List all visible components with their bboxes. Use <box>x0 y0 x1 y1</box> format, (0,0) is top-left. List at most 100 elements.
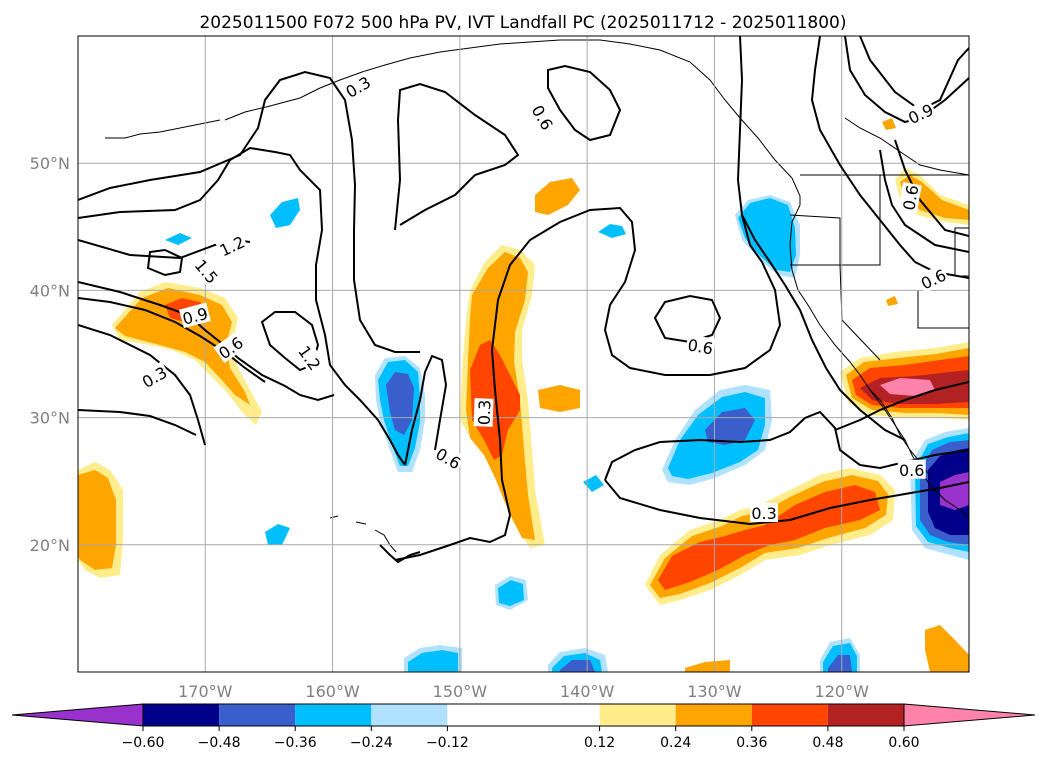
lon-tick-label: 130°W <box>687 682 742 701</box>
hawaii-islands <box>329 515 397 553</box>
colorbar-segment <box>599 704 676 726</box>
pv-contour-0.3-central <box>394 206 782 561</box>
contour-label-bg <box>750 503 779 522</box>
colorbar-tick-label: −0.60 <box>122 735 165 751</box>
pv-contour-0.3-subtropical <box>604 479 969 526</box>
colorbar-tick-label: 0.48 <box>812 735 843 751</box>
contour-label-bg <box>685 334 716 358</box>
contour-label-text: 0.6 <box>686 335 714 358</box>
contour-label-bg <box>903 98 938 128</box>
negative-anomaly-140w-south-core <box>560 660 595 672</box>
north-america-west-coast <box>789 204 969 519</box>
canada-inland <box>844 117 969 176</box>
pv-contour-0.6-north <box>547 64 622 142</box>
latitude-labels: 20°N 30°N 40°N 50°N <box>30 154 70 555</box>
lon-tick-label: 170°W <box>178 682 233 701</box>
colorbar-segment <box>675 704 752 726</box>
colorbar-segment <box>827 704 904 726</box>
contour-label-bg <box>473 398 494 427</box>
pv-contour-1.5 <box>146 248 184 277</box>
pv-contour-0.6-coast <box>736 36 906 441</box>
pv-contour-0.6-west <box>78 297 266 383</box>
positive-anomaly-west-coast-left-core <box>78 470 116 570</box>
lon-tick-label: 120°W <box>815 682 870 701</box>
lon-tick-label: 150°W <box>433 682 488 701</box>
contour-label-bg <box>294 340 326 375</box>
contour-label-bg <box>431 442 466 474</box>
positive-anomaly-south-b <box>685 660 730 672</box>
pv-contour-label: 0.3 <box>473 398 495 427</box>
map-panel: 0.30.6 0.90.60.61.21.50.90.60.31.20.60.30… <box>78 36 969 672</box>
longitude-labels: 170°W 160°W 150°W 140°W 130°W 120°W <box>178 682 869 701</box>
pv-contour-label: 0.6 <box>685 334 716 358</box>
lat-tick-label: 40°N <box>30 281 70 300</box>
lat-tick-label: 50°N <box>30 154 70 173</box>
negative-anomaly-122w-south-core <box>828 655 852 672</box>
colorbar-segment <box>371 704 448 726</box>
pv-contour-0.3-northwest <box>78 70 420 353</box>
pv-contour-0.3-hawaii <box>379 544 421 564</box>
contour-label-bg <box>215 230 249 260</box>
lat-tick-label: 30°N <box>30 409 70 428</box>
lat-tick-label: 20°N <box>30 536 70 555</box>
aleutian-chain <box>105 119 221 139</box>
negative-anomaly-165w-south <box>265 524 290 545</box>
colorbar-tick-label: −0.12 <box>426 735 469 751</box>
colorbar-segment <box>295 704 372 726</box>
positive-anomaly-122w-small <box>886 296 898 306</box>
alaska-coast <box>224 39 801 205</box>
colorbar-segment <box>219 704 296 726</box>
colorbar-tick-label: −0.36 <box>274 735 317 751</box>
contour-label-bg <box>340 71 375 102</box>
contour-label-text: 0.3 <box>475 399 495 425</box>
negative-anomaly-141w-tiny <box>598 224 626 238</box>
positive-anomaly-170w-mid <box>115 288 250 405</box>
contour-label-bg <box>897 459 926 479</box>
lon-tick-label: 140°W <box>560 682 615 701</box>
negative-anomaly-165w-north <box>270 198 300 228</box>
pv-contour-0.6-155w <box>404 354 448 466</box>
figure-title: 2025011500 F072 500 hPa PV, IVT Landfall… <box>199 13 846 33</box>
colorbar-under-extension <box>11 703 144 727</box>
colorbar-tick-label: 0.36 <box>736 735 767 751</box>
colorbar: −0.60 −0.48 −0.36 −0.24 −0.12 0.12 0.24 0.36 0.4… <box>11 703 1036 751</box>
negative-anomaly-baja-core <box>940 472 969 510</box>
positive-anomaly-145w-north <box>535 178 580 215</box>
negative-anomaly-152w-south-mid <box>408 650 458 672</box>
pv-contour-0.6-subtropical <box>604 410 969 481</box>
contour-label-bg <box>898 182 922 213</box>
pv-contour-0.9-northeast <box>844 36 969 124</box>
pv-contour-0.3-sw <box>78 409 197 436</box>
positive-anomaly-subtropical-core <box>658 485 880 590</box>
contour-label-bg <box>178 302 211 329</box>
negative-anomaly-155w-core <box>386 372 414 435</box>
contour-label-text: 0.3 <box>751 504 776 523</box>
colorbar-outline <box>142 703 905 727</box>
negative-anomaly-136w-tiny <box>583 475 604 492</box>
contour-label-text: 0.6 <box>899 461 924 480</box>
state-border-b <box>840 175 881 266</box>
pv-contour-0.6-east <box>810 36 969 279</box>
pv-contour-0.6-socal <box>834 381 969 431</box>
colorbar-tick-label: −0.48 <box>198 735 241 751</box>
state-border-a <box>789 214 841 266</box>
pv-contours <box>78 36 969 564</box>
colorbar-tick-label: 0.12 <box>584 735 615 751</box>
colorbar-tick-label: 0.24 <box>660 735 691 751</box>
contour-label-bg <box>190 254 224 288</box>
negative-anomaly-125w-north-mid <box>738 198 796 272</box>
pv-contour-0.6-main <box>78 146 406 466</box>
positive-anomaly-142w-small <box>538 385 580 412</box>
colorbar-segment <box>447 704 600 726</box>
pv-contour-0.6-closed <box>653 294 722 344</box>
pv-contour-0.6-ne-inner-b <box>894 139 969 237</box>
contour-label-bg <box>916 263 950 294</box>
contour-label-bg <box>137 361 171 392</box>
pv-contour-labels: 0.30.6 0.90.60.61.21.50.90.60.31.20.60.30… <box>137 71 950 523</box>
negative-anomaly-145w-south-mid <box>498 580 524 606</box>
positive-anomaly-socal-max <box>880 378 935 396</box>
pv-contour-label: 0.3 <box>137 361 171 392</box>
graticule <box>78 36 969 672</box>
pv-contour-label: 0.6 <box>898 182 923 213</box>
